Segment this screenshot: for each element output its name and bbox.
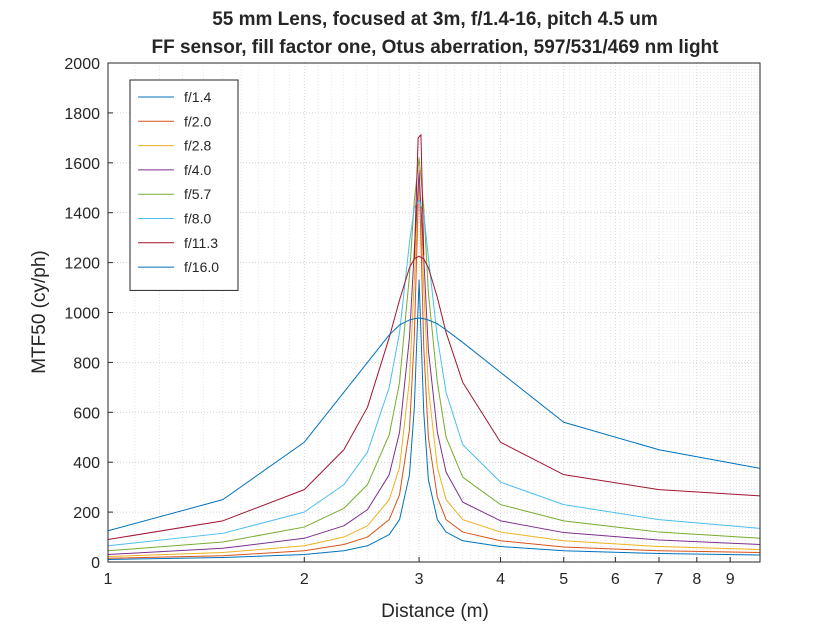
legend-box xyxy=(129,79,239,291)
legend-entry: f/8.0 xyxy=(184,211,211,227)
y-tick-label: 2000 xyxy=(64,56,100,73)
x-tick-label: 6 xyxy=(611,571,620,588)
y-tick-label: 1200 xyxy=(64,256,100,273)
x-tick-label: 2 xyxy=(300,571,309,588)
y-axis-label: MTF50 (cy/ph) xyxy=(29,250,50,374)
x-tick-label: 4 xyxy=(496,571,505,588)
series-lines xyxy=(108,133,760,560)
y-tick-label: 0 xyxy=(91,555,100,572)
y-tick-label: 400 xyxy=(73,455,100,472)
y-tick-label: 1000 xyxy=(64,306,100,323)
series-line-f-2-0 xyxy=(108,169,760,559)
legend-entry: f/1.4 xyxy=(184,89,211,105)
legend-entry: f/5.7 xyxy=(184,186,211,202)
series-line-f-8-0 xyxy=(108,199,760,547)
y-tick-label: 600 xyxy=(73,405,100,422)
y-tick-label: 1400 xyxy=(64,206,100,223)
x-tick-label: 3 xyxy=(415,571,424,588)
x-tick-label: 8 xyxy=(692,571,701,588)
legend-entry: f/2.8 xyxy=(184,138,211,154)
series-line-f-5-7 xyxy=(108,157,760,552)
y-tick-label: 800 xyxy=(73,355,100,372)
y-tick-label: 1800 xyxy=(64,106,100,123)
x-tick-label: 9 xyxy=(726,571,735,588)
chart-title-line-1: 55 mm Lens, focused at 3m, f/1.4-16, pit… xyxy=(212,9,658,30)
legend-entry: f/2.0 xyxy=(184,113,211,129)
x-tick-label: 1 xyxy=(104,571,113,588)
series-line-f-16-0 xyxy=(108,317,760,532)
x-axis-ticks: 1 2 3 4 5 6 7 8 9 xyxy=(104,557,735,588)
y-tick-label: 1600 xyxy=(64,156,100,173)
legend: f/1.4 f/2.0 f/2.8 f/4.0 f/5.7 f/8.0 f/11.3 f/16… xyxy=(129,79,239,291)
series-peak-f-11-3 xyxy=(413,133,425,259)
chart-title-line-2: FF sensor, fill factor one, Otus aberrat… xyxy=(152,37,720,58)
x-tick-label: 5 xyxy=(559,571,568,588)
x-tick-label: 7 xyxy=(655,571,664,588)
x-axis-label: Distance (m) xyxy=(381,601,489,622)
legend-entry: f/4.0 xyxy=(184,162,211,178)
series-line-f-1-4 xyxy=(108,279,760,560)
legend-entry: f/16.0 xyxy=(184,259,219,275)
legend-entry: f/11.3 xyxy=(184,235,218,251)
y-axis-ticks: 0 200 400 600 800 1000 1200 1400 1600 1800 2000 xyxy=(64,56,113,572)
y-tick-label: 200 xyxy=(73,505,100,522)
series-line-f-4-0 xyxy=(108,172,760,556)
series-line-f-11-3 xyxy=(108,255,760,541)
